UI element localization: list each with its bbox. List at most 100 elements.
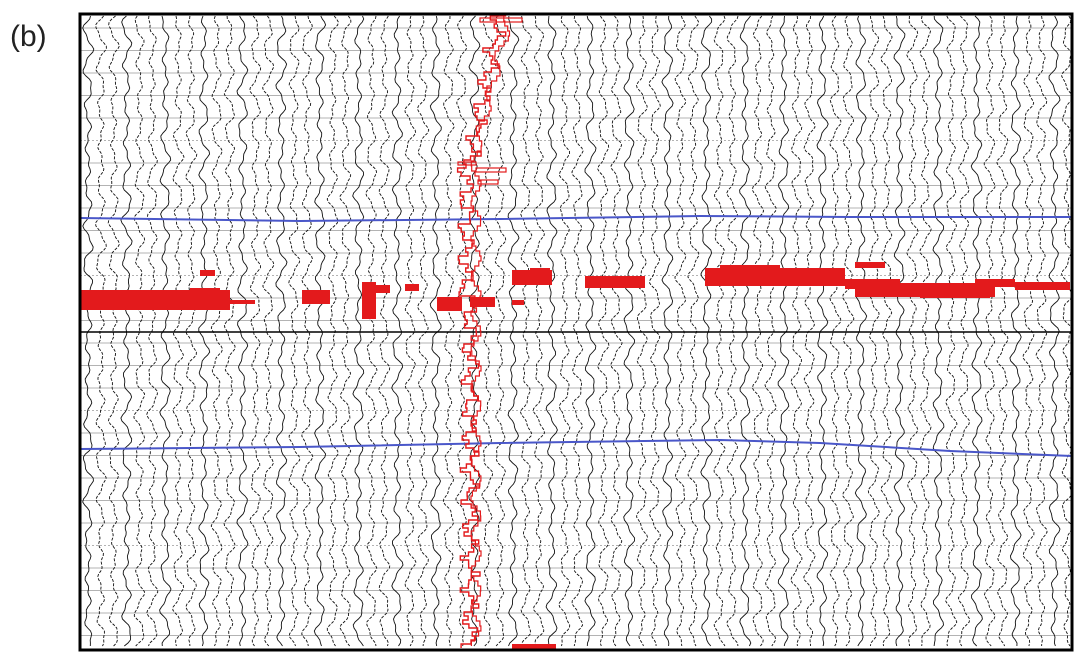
anomaly-block	[720, 265, 780, 271]
seismic-trace	[120, 15, 133, 647]
seismic-trace	[803, 15, 816, 647]
seismic-trace	[726, 15, 739, 647]
seismic-trace	[545, 15, 558, 647]
seismic-trace	[1009, 15, 1022, 647]
seismic-trace	[1061, 15, 1074, 647]
seismic-trace	[455, 15, 468, 647]
seismic-trace	[339, 15, 352, 647]
seismic-trace	[571, 15, 584, 647]
seismic-trace	[854, 15, 868, 647]
anomaly-block	[512, 644, 556, 650]
seismic-trace	[880, 15, 893, 647]
anomaly-block	[1015, 282, 1070, 290]
seismic-trace	[326, 15, 339, 647]
seismic-trace	[777, 15, 790, 647]
seismic-trace	[739, 15, 752, 647]
upper-horizon-line	[79, 214, 1072, 223]
seismic-trace	[378, 15, 391, 647]
seismic-trace	[159, 15, 172, 647]
seismic-trace	[700, 15, 713, 647]
anomaly-block	[437, 297, 462, 311]
seismic-trace	[713, 15, 726, 647]
grid-lines	[80, 27, 1072, 636]
seismic-trace	[249, 15, 262, 647]
well-log-trace	[470, 15, 511, 646]
well-log-spike	[477, 179, 499, 185]
seismic-trace	[674, 15, 687, 647]
anomaly-block	[705, 268, 845, 286]
well-log-spike	[479, 17, 523, 23]
seismic-trace	[648, 15, 661, 647]
plot-frame	[78, 12, 1074, 652]
seismic-trace	[442, 15, 455, 647]
lower-horizon-line	[79, 438, 1073, 457]
seismic-trace	[210, 15, 224, 647]
seismic-trace	[352, 15, 365, 647]
seismic-trace	[133, 15, 146, 647]
seismic-trace	[842, 15, 855, 647]
seismic-trace	[945, 15, 958, 647]
amplitude-anomaly	[80, 262, 1070, 650]
seismic-trace	[932, 15, 945, 647]
seismic-trace	[661, 15, 674, 647]
seismic-trace	[404, 15, 417, 647]
anomaly-block	[302, 290, 330, 304]
seismic-trace	[893, 15, 906, 647]
anomaly-block	[585, 276, 645, 288]
seismic-trace	[416, 15, 430, 647]
anomaly-block	[920, 289, 990, 298]
seismic-trace	[983, 15, 996, 647]
seismic-trace	[172, 15, 185, 647]
seismic-trace	[1048, 15, 1061, 647]
seismic-trace	[391, 15, 404, 647]
anomaly-block	[190, 288, 220, 298]
well-log-spike	[475, 167, 507, 173]
seismic-traces	[82, 15, 1074, 647]
seismic-trace	[558, 15, 571, 647]
well-log-curve	[456, 15, 523, 648]
seismic-trace	[313, 15, 327, 647]
seismic-trace	[1022, 15, 1035, 647]
seismic-trace	[996, 15, 1009, 647]
seismic-trace	[764, 15, 777, 647]
seismic-trace	[623, 15, 636, 647]
seismic-trace	[687, 15, 700, 647]
seismic-trace	[597, 15, 610, 647]
anomaly-block	[855, 262, 885, 268]
anomaly-block	[200, 270, 215, 276]
anomaly-block	[512, 270, 552, 285]
seismic-trace	[236, 15, 249, 647]
seismic-trace	[635, 15, 649, 647]
seismic-trace	[198, 15, 211, 647]
anomaly-block	[362, 282, 376, 319]
anomaly-block	[376, 285, 390, 293]
anomaly-block	[512, 300, 524, 305]
well-log-spike	[457, 161, 477, 166]
seismic-trace	[429, 15, 442, 647]
seismic-trace	[751, 15, 765, 647]
seismic-trace	[494, 15, 507, 647]
seismic-trace	[919, 15, 932, 647]
seismic-trace	[275, 15, 288, 647]
well-log-trace	[456, 15, 507, 648]
panel-label: (b)	[10, 20, 47, 53]
seismic-trace	[95, 15, 107, 647]
anomaly-block	[470, 297, 495, 307]
seismic-trace	[906, 15, 919, 647]
seismic-trace	[790, 15, 803, 647]
seismic-trace	[970, 15, 983, 647]
seismic-trace	[223, 15, 236, 647]
anomaly-block	[405, 284, 419, 291]
seismic-trace	[288, 15, 301, 647]
seismic-trace	[520, 15, 533, 647]
seismic-trace	[610, 15, 623, 647]
seismic-trace	[532, 15, 545, 647]
seismic-trace	[365, 15, 378, 647]
anomaly-block	[530, 268, 550, 272]
seismic-trace	[82, 15, 95, 647]
seismic-trace	[185, 15, 198, 647]
seismic-trace	[507, 15, 520, 647]
seismic-trace	[301, 15, 314, 647]
seismic-trace	[1035, 15, 1048, 647]
